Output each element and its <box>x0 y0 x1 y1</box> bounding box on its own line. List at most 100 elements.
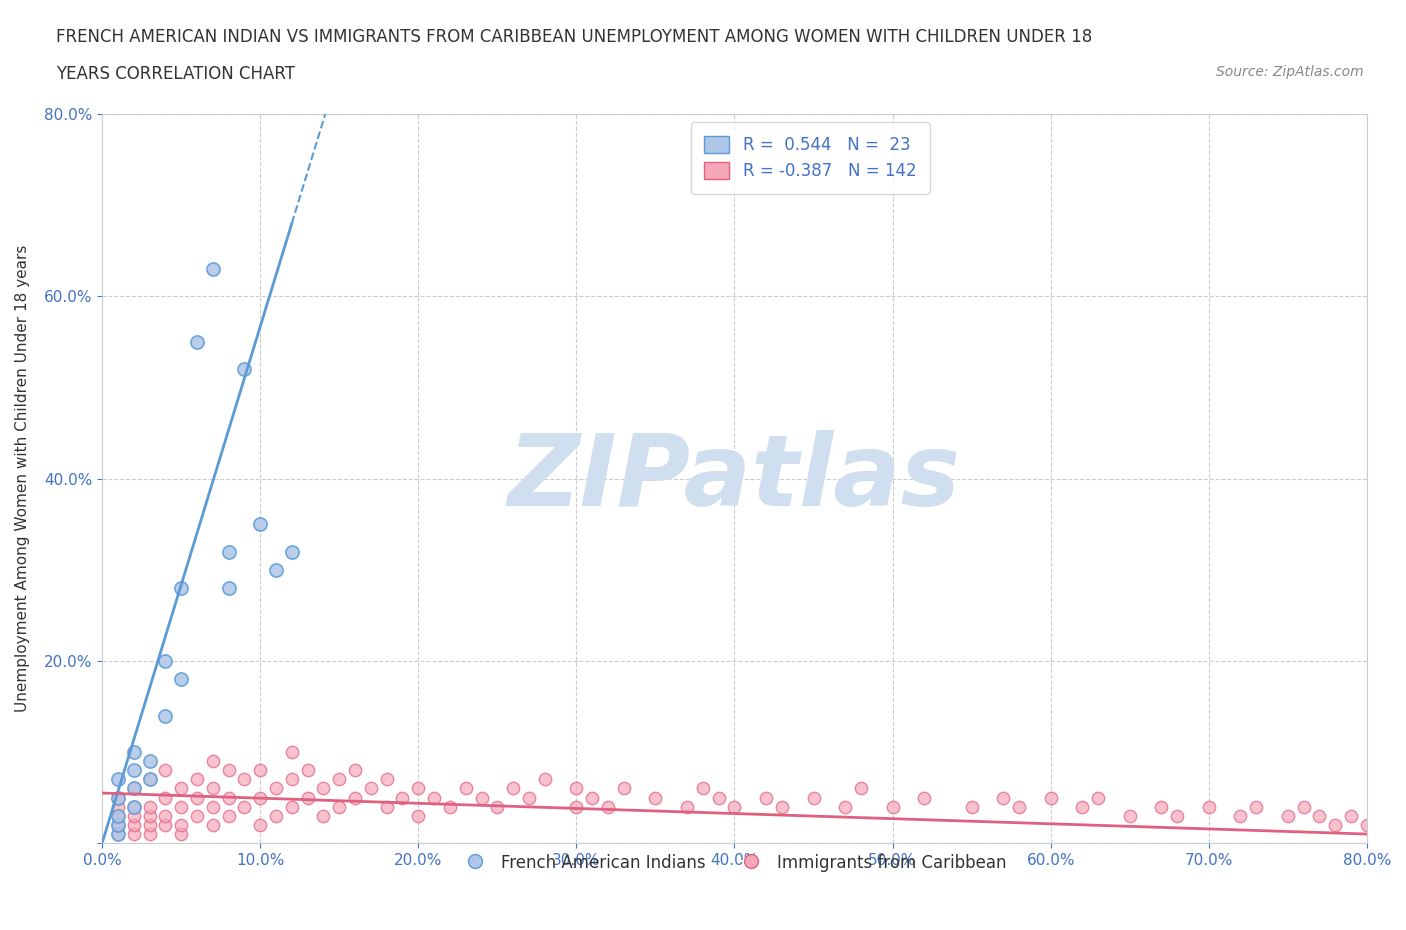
Point <box>344 790 367 805</box>
Point <box>502 781 524 796</box>
Point <box>218 580 240 595</box>
Point <box>1292 799 1315 814</box>
Point <box>297 790 319 805</box>
Text: YEARS CORRELATION CHART: YEARS CORRELATION CHART <box>56 65 295 83</box>
Point <box>960 799 983 814</box>
Point <box>122 827 145 842</box>
Point <box>486 799 509 814</box>
Point <box>264 563 287 578</box>
Point <box>1166 808 1188 823</box>
Point <box>281 544 304 559</box>
Point <box>138 808 160 823</box>
Point <box>882 799 904 814</box>
Point <box>249 790 271 805</box>
Point <box>517 790 540 805</box>
Point <box>122 808 145 823</box>
Point <box>391 790 413 805</box>
Point <box>281 772 304 787</box>
Point <box>1324 817 1347 832</box>
Text: FRENCH AMERICAN INDIAN VS IMMIGRANTS FROM CARIBBEAN UNEMPLOYMENT AMONG WOMEN WIT: FRENCH AMERICAN INDIAN VS IMMIGRANTS FRO… <box>56 28 1092 46</box>
Point <box>312 781 335 796</box>
Point <box>138 827 160 842</box>
Point <box>439 799 461 814</box>
Point <box>155 763 177 777</box>
Point <box>233 799 256 814</box>
Point <box>138 799 160 814</box>
Point <box>170 827 193 842</box>
Point <box>423 790 446 805</box>
Point <box>596 799 619 814</box>
Point <box>233 362 256 377</box>
Point <box>408 781 430 796</box>
Point <box>186 772 208 787</box>
Point <box>360 781 382 796</box>
Point <box>218 544 240 559</box>
Point <box>170 817 193 832</box>
Point <box>1198 799 1220 814</box>
Point <box>107 817 129 832</box>
Point <box>723 799 745 814</box>
Point <box>676 799 699 814</box>
Point <box>1244 799 1267 814</box>
Point <box>138 817 160 832</box>
Point <box>201 799 224 814</box>
Point <box>170 781 193 796</box>
Point <box>912 790 935 805</box>
Point <box>138 753 160 768</box>
Point <box>122 781 145 796</box>
Point <box>581 790 603 805</box>
Point <box>201 781 224 796</box>
Point <box>834 799 856 814</box>
Point <box>138 772 160 787</box>
Point <box>249 763 271 777</box>
Point <box>1118 808 1140 823</box>
Point <box>107 790 129 805</box>
Point <box>218 790 240 805</box>
Point <box>155 817 177 832</box>
Point <box>201 753 224 768</box>
Point <box>155 708 177 723</box>
Text: Source: ZipAtlas.com: Source: ZipAtlas.com <box>1216 65 1364 79</box>
Point <box>1277 808 1299 823</box>
Point <box>1150 799 1173 814</box>
Point <box>107 808 129 823</box>
Point <box>565 799 588 814</box>
Point <box>186 335 208 350</box>
Point <box>107 827 129 842</box>
Point <box>201 817 224 832</box>
Point <box>138 772 160 787</box>
Point <box>644 790 666 805</box>
Point <box>186 808 208 823</box>
Point <box>281 799 304 814</box>
Point <box>107 790 129 805</box>
Point <box>707 790 730 805</box>
Point <box>1008 799 1031 814</box>
Point <box>297 763 319 777</box>
Point <box>470 790 492 805</box>
Point <box>107 808 129 823</box>
Point <box>1355 817 1378 832</box>
Point <box>281 745 304 760</box>
Text: ZIPatlas: ZIPatlas <box>508 430 962 527</box>
Point <box>122 745 145 760</box>
Point <box>1071 799 1094 814</box>
Point <box>107 799 129 814</box>
Point <box>122 799 145 814</box>
Point <box>218 763 240 777</box>
Point <box>107 817 129 832</box>
Point <box>264 781 287 796</box>
Point <box>755 790 778 805</box>
Y-axis label: Unemployment Among Women with Children Under 18 years: Unemployment Among Women with Children U… <box>15 245 30 712</box>
Point <box>1087 790 1109 805</box>
Point <box>155 790 177 805</box>
Point <box>155 654 177 669</box>
Point <box>1039 790 1062 805</box>
Point <box>312 808 335 823</box>
Point <box>264 808 287 823</box>
Point <box>186 790 208 805</box>
Point <box>613 781 636 796</box>
Point <box>122 763 145 777</box>
Point <box>107 827 129 842</box>
Point <box>328 772 350 787</box>
Point <box>533 772 555 787</box>
